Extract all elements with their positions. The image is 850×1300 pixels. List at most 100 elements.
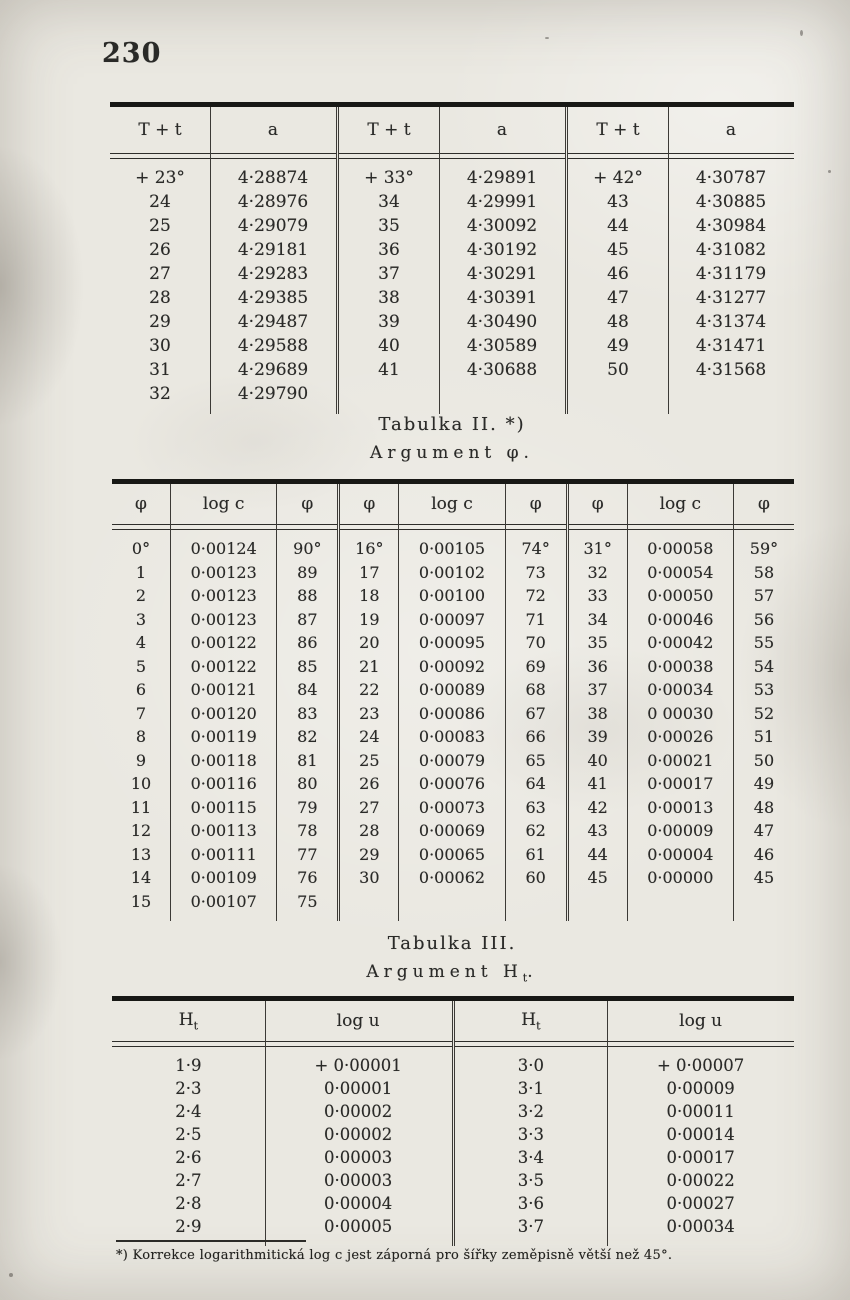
table-row: 28 0·00069 62 [340,819,565,843]
table-row: 38 0 00030 52 [569,702,794,726]
table-cell: 70 [525,633,546,652]
table-cell: 29 [359,844,380,864]
table-row: 1 0·00123 89 [112,561,337,585]
table-cell: 4·30490 [466,312,538,332]
table-header-row: Ht log u [455,1001,795,1041]
table-cell: 2·8 [175,1194,202,1213]
table-cell: 0·00100 [418,586,486,605]
table-cell: 2·7 [175,1171,202,1190]
table-cell: 14 [130,868,152,887]
table-row: 31° 0·00058 59° [569,537,794,561]
table-cell: 0·00058 [647,539,714,558]
table-row: 21 0·00092 69 [340,655,565,679]
table-cell: 17 [359,562,380,582]
table-cell: 0·00062 [418,868,486,887]
table-row: 43 4·30885 [568,190,794,214]
table-row: 43 0·00009 47 [569,819,794,843]
table-cell: 0·00013 [647,797,714,817]
table-cell: 0·00050 [647,586,714,605]
table-cell: 79 [297,797,318,817]
table-row: 2·8 0·00004 [112,1192,452,1215]
divider [439,107,440,414]
table-cell: 48 [607,312,629,332]
table-row: 7 0·00120 83 [112,702,337,726]
table-cell: 77 [297,844,318,864]
table-row: 23 0·00086 67 [340,702,565,726]
table-cell: 87 [297,609,318,629]
table-cell: 42 [587,797,608,817]
table-row: 2 0·00123 88 [112,584,337,608]
table-cell: 38 [378,288,400,308]
column-header: φ [758,494,770,514]
divider [668,107,669,414]
column-header: a [725,120,737,140]
table-row: 47 4·31277 [568,286,794,310]
table-row: 2·5 0·00002 [112,1123,452,1146]
footnote: *) Korrekce logarithmitická log c jest z… [116,1248,673,1263]
table-cell: + 42° [593,168,643,188]
table-row: 40 0·00021 50 [569,749,794,773]
table-cell: 38 [587,703,608,723]
scan-speck [545,37,549,39]
table-cell: 50 [753,750,775,770]
table-cell: 0·00122 [190,633,257,652]
column-header: φ [591,494,604,514]
table-row: 14 0·00109 76 [112,866,337,890]
table-cell: 4·31179 [695,264,767,284]
column-header: φ [135,494,147,514]
table-cell: 13 [130,844,152,864]
table-cell: 85 [297,656,318,676]
table-cell: 4·31082 [695,240,767,260]
table-row: 26 0·00076 64 [340,772,565,796]
table-cell: 0·00065 [418,844,486,864]
table-cell: 60 [525,868,546,887]
table-row: 3 0·00123 87 [112,608,337,632]
table-cell: 0·00115 [190,797,257,817]
table-cell: 39 [587,727,608,746]
table-cell: 26 [359,774,380,793]
table-header-row: φ log c φ [340,484,565,524]
table-cell: 39 [378,312,400,332]
table2-title: Tabulka II. *) [378,414,526,435]
table-cell: 47 [607,288,629,308]
table-cell: 68 [525,680,546,699]
table-cell: 36 [587,656,608,676]
table-cell: 27 [149,264,171,284]
table-cell: 57 [753,586,775,605]
table-cell: 43 [587,821,608,840]
table-column-group: φ log c φ 31° 0·00058 59° 32 0·00054 58 33 0·00… [565,484,794,921]
table-row: 44 0·00004 46 [569,843,794,867]
table-row: 27 0·00073 63 [340,796,565,820]
column-header: T + t [367,120,411,140]
table-cell: 26 [149,240,171,260]
table-cell: 0·00092 [418,656,486,676]
table-column-group: φ log c φ 16° 0·00105 74° 17 0·00102 73 18 0·00… [337,484,566,921]
table-cell: 0·00073 [418,797,486,817]
table-cell: 64 [525,774,546,793]
table-row: 32 4·29790 [110,382,336,406]
table-cell: + 33° [364,168,414,188]
table-cell: 0·00086 [418,703,486,723]
table-cell: 8 [135,727,147,746]
table-row: 0° 0·00124 90° [112,537,337,561]
column-header: log u [336,1011,380,1031]
table-row: 3·6 0·00027 [455,1192,795,1215]
table-row: 2·7 0·00003 [112,1169,452,1192]
table-cell: 49 [753,774,775,793]
table-column-group: T + t a + 42° 4·30787 43 4·30885 44 4·30984 45… [565,107,794,414]
table-column-group: φ log c φ 0° 0·00124 90° 1 0·00123 89 2 0·00123… [112,484,338,921]
table-cell: 0·00124 [190,539,257,558]
table-cell: + 0·00007 [656,1056,745,1075]
divider [398,484,400,921]
table-cell: 35 [378,216,400,236]
table-row: 44 4·30984 [568,214,794,238]
table-row: 35 0·00042 55 [569,631,794,655]
table-cell: 3 [135,609,147,629]
column-header: T + t [138,120,182,140]
table-cell: 75 [297,891,318,911]
table-cell: 74° [521,539,550,558]
table-cell: 54 [753,656,775,676]
table-cell: 11 [130,797,152,817]
table-cell: 0·00097 [418,609,486,629]
table-cell: 35 [587,633,608,652]
